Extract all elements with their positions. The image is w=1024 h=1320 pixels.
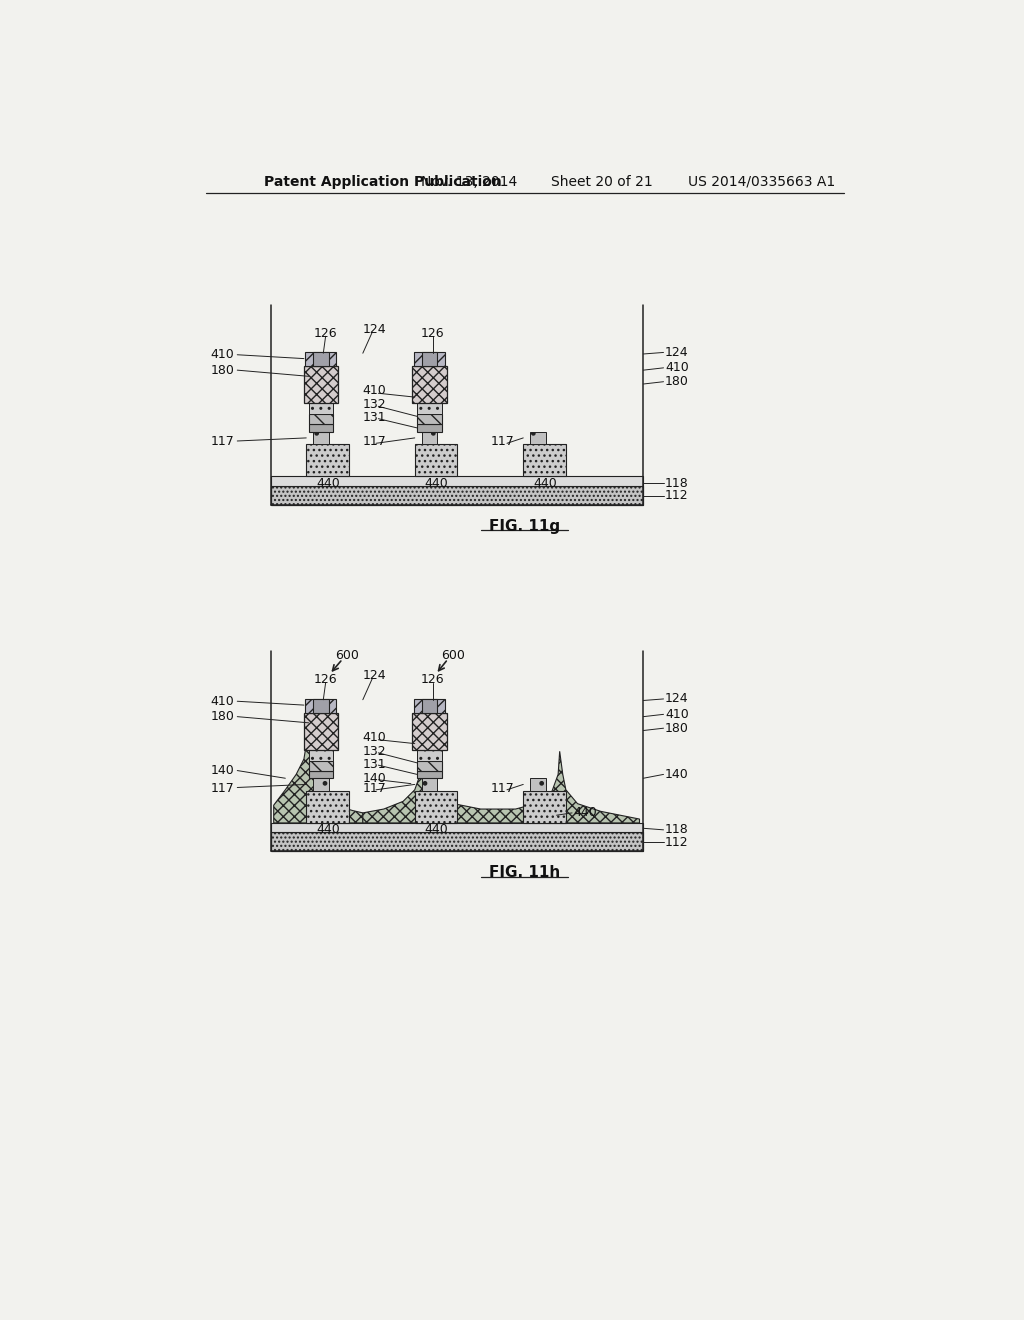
Text: 117: 117	[210, 781, 234, 795]
Bar	[530, 432, 546, 444]
Text: 180: 180	[210, 710, 234, 723]
Bar	[271, 822, 643, 832]
Text: FIG. 11g: FIG. 11g	[489, 519, 560, 535]
Text: 117: 117	[210, 436, 234, 449]
Bar	[308, 750, 334, 760]
Text: 410: 410	[362, 384, 386, 397]
Text: 126: 126	[313, 673, 338, 686]
Text: FIG. 11h: FIG. 11h	[489, 866, 560, 880]
Text: 600: 600	[440, 648, 465, 661]
Bar	[308, 404, 334, 414]
Bar	[308, 424, 334, 432]
Text: 124: 124	[665, 346, 689, 359]
Text: 440: 440	[425, 824, 449, 837]
Bar	[422, 352, 437, 367]
Bar	[417, 404, 442, 414]
Bar	[413, 713, 446, 750]
Bar	[530, 779, 546, 791]
Text: 126: 126	[313, 326, 338, 339]
Bar	[414, 352, 445, 367]
Bar	[523, 791, 566, 822]
Bar	[422, 432, 437, 444]
Text: 600: 600	[336, 648, 359, 661]
Bar	[304, 367, 338, 404]
Text: 410: 410	[210, 348, 234, 362]
Text: 410: 410	[665, 708, 689, 721]
Bar	[415, 444, 458, 477]
Bar	[313, 432, 329, 444]
Text: 140: 140	[210, 764, 234, 777]
Bar	[414, 700, 445, 713]
Bar	[417, 771, 442, 779]
Polygon shape	[362, 737, 640, 822]
Polygon shape	[273, 733, 362, 822]
Text: 118: 118	[665, 477, 689, 490]
Text: 140: 140	[665, 768, 689, 781]
Text: 440: 440	[316, 477, 340, 490]
Text: Sheet 20 of 21: Sheet 20 of 21	[552, 174, 653, 189]
Text: 124: 124	[665, 693, 689, 705]
Text: 126: 126	[421, 326, 444, 339]
Text: 126: 126	[421, 673, 444, 686]
Text: 112: 112	[665, 490, 689, 502]
Text: 180: 180	[665, 722, 689, 735]
Text: 132: 132	[362, 744, 386, 758]
Bar	[415, 791, 458, 822]
Text: 118: 118	[665, 824, 689, 837]
Text: 112: 112	[665, 836, 689, 849]
Bar	[308, 760, 334, 771]
Text: 440: 440	[316, 824, 340, 837]
Text: 180: 180	[665, 375, 689, 388]
Bar	[523, 444, 566, 477]
Text: 124: 124	[362, 669, 386, 682]
Text: 440: 440	[573, 807, 597, 820]
Text: Patent Application Publication: Patent Application Publication	[263, 174, 502, 189]
Bar	[413, 367, 446, 404]
Bar	[308, 414, 334, 424]
Bar	[313, 352, 329, 367]
Text: 131: 131	[362, 412, 386, 425]
Text: 410: 410	[362, 731, 386, 744]
Bar	[305, 700, 337, 713]
Bar	[271, 486, 643, 506]
Bar	[271, 832, 643, 851]
Text: Nov. 13, 2014: Nov. 13, 2014	[421, 174, 517, 189]
Bar	[313, 779, 329, 791]
Bar	[271, 477, 643, 486]
Bar	[417, 760, 442, 771]
Bar	[422, 779, 437, 791]
Bar	[308, 771, 334, 779]
Text: 117: 117	[362, 436, 386, 449]
Text: 117: 117	[490, 781, 514, 795]
Text: 410: 410	[665, 362, 689, 375]
Bar	[417, 414, 442, 424]
Text: 117: 117	[490, 436, 514, 449]
Bar	[306, 444, 349, 477]
Text: 117: 117	[362, 781, 386, 795]
Bar	[417, 750, 442, 760]
Bar	[305, 352, 337, 367]
Text: 180: 180	[210, 363, 234, 376]
Bar	[422, 700, 437, 713]
Text: 410: 410	[210, 694, 234, 708]
Text: 124: 124	[362, 323, 386, 335]
Bar	[306, 791, 349, 822]
Text: US 2014/0335663 A1: US 2014/0335663 A1	[688, 174, 836, 189]
Bar	[417, 424, 442, 432]
Text: 440: 440	[425, 477, 449, 490]
Bar	[313, 700, 329, 713]
Text: 440: 440	[534, 477, 557, 490]
Text: 140: 140	[362, 772, 386, 785]
Text: 131: 131	[362, 758, 386, 771]
Text: 132: 132	[362, 399, 386, 412]
Bar	[304, 713, 338, 750]
